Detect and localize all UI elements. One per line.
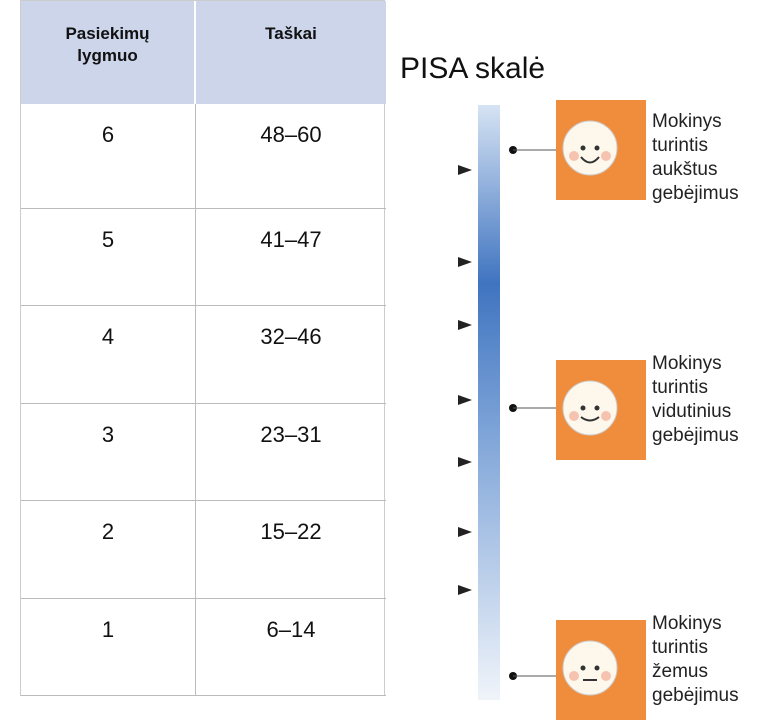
table-cell: 1: [21, 599, 196, 696]
eye: [580, 145, 586, 151]
arrows: [392, 165, 472, 595]
label-line: Mokinys: [652, 613, 722, 634]
faces: [509, 100, 646, 720]
label-line: turintis: [652, 135, 708, 156]
arrow-head: [458, 320, 472, 330]
eye: [594, 405, 600, 411]
table-cell: 48–60: [196, 104, 386, 209]
label-line: gebėjimus: [652, 685, 739, 706]
diagram-title: PISA skalė: [400, 52, 546, 85]
arrow-head: [458, 457, 472, 467]
label-line: Mokinys: [652, 353, 722, 374]
face: [562, 120, 618, 176]
label-line: turintis: [652, 377, 708, 398]
cheek: [569, 671, 579, 681]
face: [562, 380, 618, 436]
header-cell: Taškai: [196, 1, 386, 104]
label-line: aukštus: [652, 159, 718, 180]
table-cell: 6: [21, 104, 196, 209]
table-cell: 2: [21, 501, 196, 599]
table: Pasiekimų lygmuo Taškai 6 48–60 5 41–47 4 32–46…: [20, 0, 386, 696]
scale-bar: [478, 105, 500, 700]
cheek: [569, 151, 579, 161]
table-cell: 4: [21, 306, 196, 404]
table-cell: 23–31: [196, 404, 386, 501]
table-cell: 15–22: [196, 501, 386, 599]
cheek: [569, 411, 579, 421]
arrow-head: [458, 527, 472, 537]
header-cell: Pasiekimų lygmuo: [21, 1, 196, 104]
arrow-head: [458, 395, 472, 405]
mouth: [580, 416, 600, 422]
label-line: žemus: [652, 661, 708, 682]
cheek: [601, 411, 611, 421]
label-line: gebėjimus: [652, 183, 739, 204]
label-line: turintis: [652, 637, 708, 658]
table-cell: 3: [21, 404, 196, 501]
arrow-head: [458, 165, 472, 175]
arrow-head: [458, 257, 472, 267]
arrow-head: [458, 585, 472, 595]
label-line: gebėjimus: [652, 425, 739, 446]
face: [562, 640, 618, 696]
table-cell: 41–47: [196, 209, 386, 306]
table-cell: 5: [21, 209, 196, 306]
eye: [580, 665, 586, 671]
label-line: Mokinys: [652, 111, 722, 132]
cheek: [601, 671, 611, 681]
cheek: [601, 151, 611, 161]
table-cell: 6–14: [196, 599, 386, 696]
label-line: vidutinius: [652, 401, 732, 422]
eye: [580, 405, 586, 411]
table-cell: 32–46: [196, 306, 386, 404]
mouth: [580, 156, 600, 164]
eye: [594, 145, 600, 151]
eye: [594, 665, 600, 671]
